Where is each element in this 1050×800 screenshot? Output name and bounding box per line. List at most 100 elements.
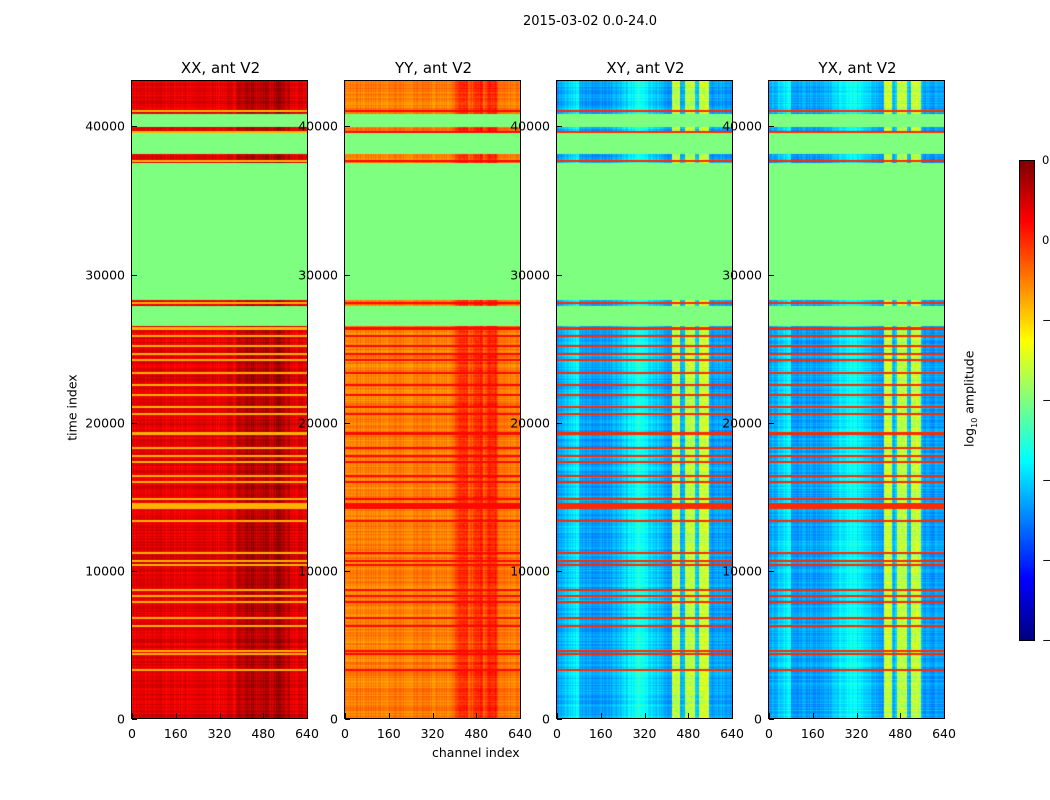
y-tick-label: 20000 (298, 415, 338, 431)
x-tick-mark (219, 713, 221, 718)
heatmap-image (345, 81, 520, 718)
x-axis-label: channel index (432, 745, 520, 760)
y-tick-label: 10000 (298, 563, 338, 579)
x-tick-mark (263, 713, 265, 718)
y-tick-label: 0 (754, 711, 762, 727)
y-tick-label: 30000 (722, 267, 762, 283)
heatmap-image (769, 81, 944, 718)
heatmap-panel: XX, ant V2 0 10000 20000 30000 40000 0 16… (85, 59, 319, 741)
panel-title: YY, ant V2 (394, 59, 472, 77)
colorbar-tick-label: −1.5 (1042, 473, 1050, 487)
colorbar-label: log10 amplitude (961, 344, 979, 454)
panel-title: XY, ant V2 (606, 59, 685, 77)
colorbar-tick-label: 0.5 (1042, 153, 1050, 167)
x-tick-mark (307, 713, 308, 718)
heatmap-panel: YX, ant V2 0 10000 20000 30000 40000 0 16… (722, 59, 956, 741)
colorbar-tick-label: 0.0 (1042, 233, 1050, 247)
y-tick-label: 0 (542, 711, 550, 727)
y-tick-label: 20000 (85, 415, 125, 431)
x-tick-mark (856, 713, 858, 718)
x-tick-mark (557, 713, 558, 718)
y-tick-mark (557, 126, 562, 128)
y-tick-mark (769, 422, 774, 424)
x-tick-label: 160 (800, 726, 825, 741)
colorbar-tick-label: −1.0 (1042, 393, 1050, 407)
y-tick-mark (557, 719, 562, 720)
colorbar-label-sub: 10 (969, 417, 979, 428)
x-tick-label: 320 (632, 726, 657, 741)
x-tick-mark (900, 713, 902, 718)
y-tick-label: 30000 (85, 267, 125, 283)
colorbar-tick-label: −0.5 (1042, 313, 1050, 327)
y-tick-label: 40000 (85, 118, 125, 134)
x-tick-label: 160 (376, 726, 401, 741)
panel-title: XX, ant V2 (180, 59, 261, 77)
y-tick-mark (132, 274, 137, 276)
y-tick-label: 10000 (722, 563, 762, 579)
heatmap-panel: YY, ant V2 0 10000 20000 30000 40000 0 16… (298, 59, 532, 741)
x-tick-mark (812, 713, 814, 718)
x-tick-mark (476, 713, 478, 718)
colorbar-label-suffix: amplitude (961, 350, 977, 418)
y-tick-mark (132, 719, 137, 720)
y-tick-mark (345, 274, 350, 276)
y-tick-label: 20000 (510, 415, 550, 431)
x-tick-label: 480 (464, 726, 489, 741)
colorbar-tick-label: −2.5 (1042, 633, 1050, 647)
colorbar-tick-label: −2.0 (1042, 553, 1050, 567)
y-tick-label: 30000 (298, 267, 338, 283)
x-tick-mark (388, 713, 390, 718)
x-tick-label: 0 (765, 726, 773, 741)
panel-title: YX, ant V2 (818, 59, 897, 77)
x-tick-label: 0 (341, 726, 349, 741)
x-tick-mark (175, 713, 177, 718)
y-tick-mark (132, 126, 137, 128)
y-tick-label: 40000 (722, 118, 762, 134)
y-tick-label: 20000 (722, 415, 762, 431)
x-tick-mark (520, 713, 521, 718)
x-tick-label: 640 (720, 726, 744, 741)
y-tick-label: 0 (330, 711, 338, 727)
y-tick-mark (769, 570, 774, 572)
y-tick-mark (345, 126, 350, 128)
colorbar (1019, 160, 1035, 641)
x-tick-label: 480 (888, 726, 913, 741)
colorbar-label-log: log (961, 427, 977, 447)
x-tick-label: 640 (508, 726, 532, 741)
x-tick-label: 640 (932, 726, 956, 741)
y-tick-mark (557, 422, 562, 424)
heatmap-image (132, 81, 307, 718)
x-tick-mark (644, 713, 646, 718)
x-tick-mark (732, 713, 733, 718)
x-tick-mark (944, 713, 945, 718)
y-tick-mark (132, 570, 137, 572)
y-tick-mark (769, 126, 774, 128)
y-tick-mark (345, 570, 350, 572)
y-tick-mark (132, 422, 137, 424)
x-tick-mark (345, 713, 346, 718)
y-tick-mark (557, 274, 562, 276)
y-tick-label: 40000 (298, 118, 338, 134)
x-tick-mark (688, 713, 690, 718)
x-tick-mark (432, 713, 434, 718)
x-tick-label: 320 (844, 726, 869, 741)
x-tick-label: 480 (251, 726, 276, 741)
x-tick-label: 160 (588, 726, 613, 741)
x-tick-label: 0 (553, 726, 561, 741)
y-tick-label: 0 (117, 711, 125, 727)
y-tick-mark (769, 274, 774, 276)
x-tick-label: 320 (420, 726, 445, 741)
x-tick-label: 160 (163, 726, 188, 741)
x-tick-mark (600, 713, 602, 718)
heatmap-panel: XY, ant V2 0 10000 20000 30000 40000 0 16… (510, 59, 744, 741)
x-tick-label: 640 (295, 726, 319, 741)
x-tick-mark (132, 713, 133, 718)
y-tick-mark (557, 570, 562, 572)
y-tick-mark (345, 719, 350, 720)
x-tick-label: 320 (207, 726, 232, 741)
y-tick-mark (769, 719, 774, 720)
x-tick-label: 0 (128, 726, 136, 741)
figure-title: 2015-03-02 0.0-24.0 (523, 14, 657, 29)
y-tick-label: 10000 (510, 563, 550, 579)
